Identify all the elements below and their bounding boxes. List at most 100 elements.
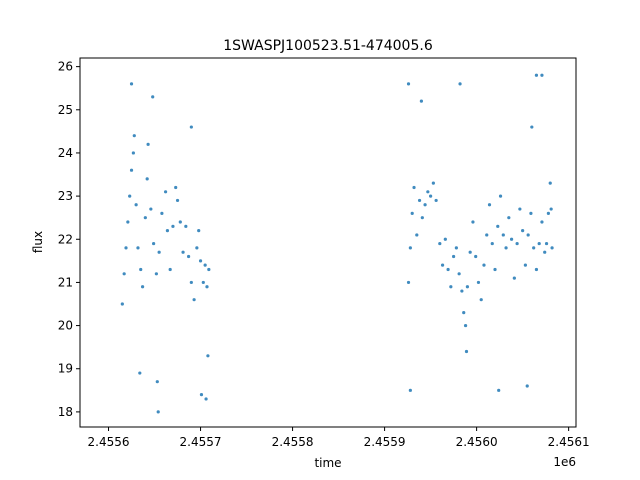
data-point [501,233,505,237]
data-point [417,198,422,203]
data-point [206,354,210,358]
data-point [464,349,469,354]
y-tick-label: 23 [58,189,73,203]
data-point [145,177,149,181]
data-point [431,181,435,185]
x-tick-label: 2.4557 [180,435,222,449]
data-point [149,207,153,211]
data-point [129,82,134,86]
data-point [540,73,544,77]
data-point [457,272,461,276]
data-point [207,267,211,272]
data-point [429,194,433,198]
data-point [493,267,497,272]
data-point [515,241,519,246]
data-point [181,250,185,254]
data-point [138,371,142,375]
data-point [126,220,130,224]
data-point [122,272,126,276]
chart-title: 1SWASPJ100523.51-474005.6 [223,38,433,54]
data-point [412,185,416,190]
x-tick-label: 2.4559 [364,435,406,449]
data-point [204,397,208,401]
data-point [490,241,494,246]
data-point [479,298,483,302]
data-point [132,134,136,138]
data-point [186,254,191,259]
y-axis-label: flux [31,231,45,253]
data-point [189,280,193,285]
data-point [143,216,147,220]
data-point [482,263,486,267]
data-point [124,246,128,250]
data-point [526,233,530,237]
data-point [131,151,135,155]
data-point [452,254,456,259]
data-point [408,246,412,250]
data-point [458,82,462,86]
data-point [156,410,160,414]
data-point [198,259,203,263]
data-point [151,95,155,99]
data-point [197,229,201,233]
data-point [543,250,547,254]
data-point [518,207,522,211]
data-point [449,285,453,289]
data-point [420,216,424,220]
data-point [521,229,525,233]
x-axis-ticks: 2.4556 2.4557 2.4558 2.4559 2.4560 2.4561 [88,427,590,449]
data-point [440,263,445,267]
data-point [548,181,552,185]
data-point [512,276,516,280]
data-point [496,224,500,228]
data-point [136,246,140,250]
data-point [498,194,503,198]
data-point [199,393,204,397]
data-point [549,207,553,211]
data-point [476,280,481,285]
data-point [410,211,414,215]
data-point [129,168,134,172]
y-tick-label: 18 [58,405,73,419]
data-point [426,190,430,194]
plot-frame [79,57,577,428]
data-point [534,267,539,272]
data-point [463,323,468,328]
data-point [195,246,199,250]
y-tick-label: 20 [58,319,73,333]
data-point [192,298,196,302]
data-point [546,211,550,215]
data-point [525,384,529,388]
data-point [152,241,156,246]
data-point [203,263,207,267]
y-tick-label: 21 [58,275,73,289]
data-point [175,198,180,203]
data-point [523,263,527,267]
x-axis-label: time [314,456,341,470]
data-point [438,241,442,246]
data-point [146,142,150,146]
data-point [184,224,188,228]
data-point [178,220,182,224]
data-point [408,388,412,392]
data-point [419,99,423,103]
y-axis-ticks: 18 19 20 21 22 23 24 25 26 [58,60,80,419]
data-point [165,229,170,233]
data-point [443,237,447,241]
x-tick-label: 2.4556 [88,435,130,449]
data-point [415,233,419,237]
data-point [171,224,175,228]
x-tick-label: 2.4561 [548,435,590,449]
data-point [485,233,489,237]
data-point [509,237,514,241]
x-tick-label: 2.4558 [272,435,314,449]
data-point [160,211,164,215]
data-point [140,285,145,289]
data-point [174,185,178,190]
y-tick-label: 24 [58,146,73,160]
y-tick-label: 22 [58,232,73,246]
scatter-points [120,73,554,414]
data-point [537,241,541,246]
data-point [534,73,539,77]
